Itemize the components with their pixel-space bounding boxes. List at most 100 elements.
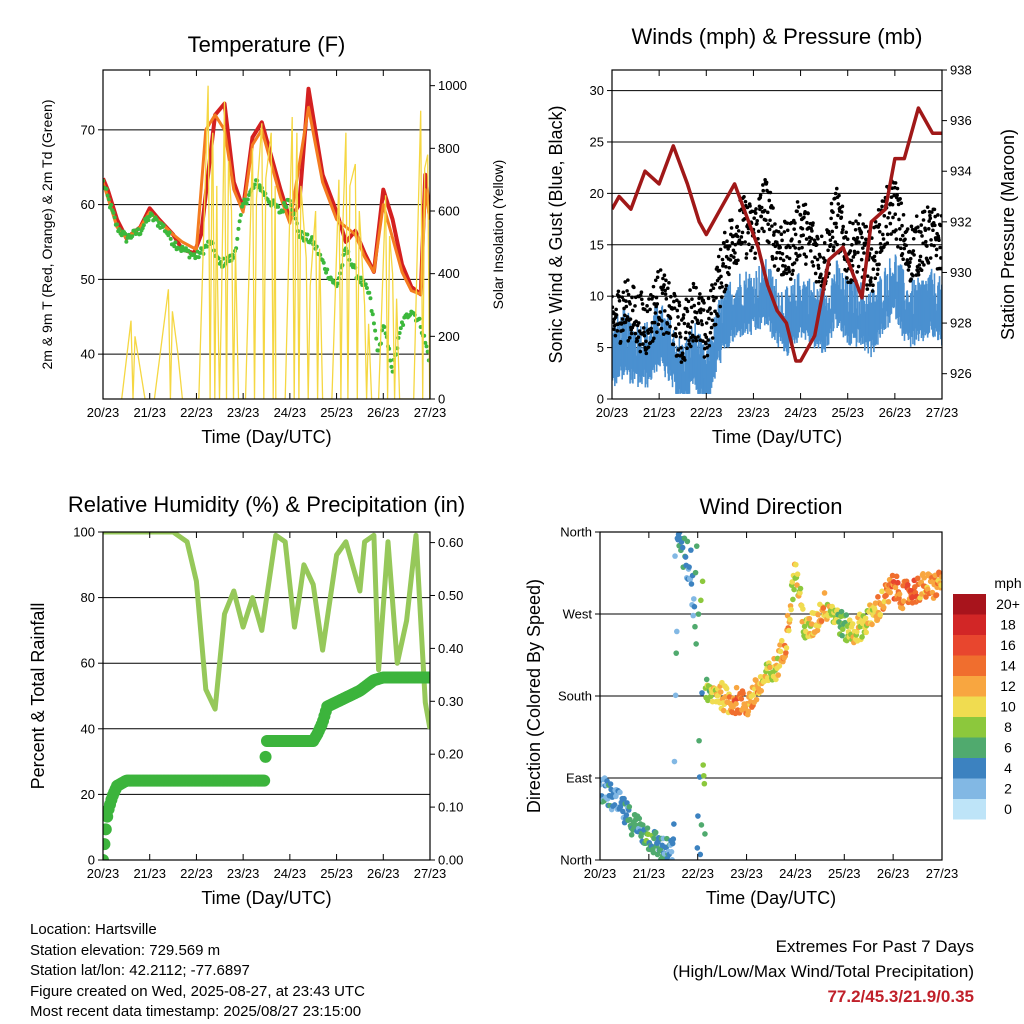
dewpoint-point — [197, 251, 202, 256]
direction-point — [839, 626, 846, 633]
gust-point — [713, 322, 718, 327]
direction-point — [628, 831, 635, 838]
direction-point — [794, 571, 801, 577]
gust-point — [845, 237, 850, 241]
gust-point — [837, 193, 841, 198]
gust-point — [899, 246, 903, 250]
gust-point — [774, 256, 778, 261]
direction-point — [750, 691, 757, 698]
x-tick-label: 24/23 — [779, 866, 812, 881]
gust-point — [780, 238, 784, 243]
y-right-tick-label: 0.20 — [438, 747, 463, 762]
gust-point — [696, 335, 700, 339]
x-tick-label: 20/23 — [584, 866, 617, 881]
dewpoint-point — [124, 239, 129, 244]
y-right-tick-label: 0 — [438, 392, 445, 407]
gust-point — [790, 237, 794, 241]
x-tick-label: 24/23 — [274, 405, 307, 420]
direction-point — [859, 634, 865, 640]
y-tick-label: 50 — [81, 272, 95, 287]
gust-point — [873, 258, 877, 263]
gust-point — [913, 229, 918, 234]
chart-panel-1: 20/23 21/23 22/23 23/23 24/23 25/23 26/23 27/23… — [39, 32, 506, 447]
gust-point — [748, 204, 752, 208]
gust-point — [919, 223, 924, 227]
gust-point — [841, 227, 845, 232]
rainfall-point — [103, 854, 109, 860]
direction-point — [672, 553, 678, 559]
dewpoint-point — [167, 230, 172, 235]
gust-point — [626, 292, 631, 297]
gust-point — [898, 197, 902, 201]
gust-point — [789, 220, 794, 225]
gust-point — [892, 193, 896, 198]
dewpoint-point — [382, 324, 387, 329]
gust-point — [647, 297, 651, 301]
gust-point — [828, 243, 833, 247]
direction-point — [914, 575, 921, 582]
gust-point — [823, 258, 827, 263]
direction-point — [700, 762, 706, 768]
gust-point — [816, 266, 821, 270]
direction-point — [896, 591, 903, 597]
dewpoint-point — [371, 321, 376, 326]
x-axis-label: Time (Day/UTC) — [706, 888, 836, 908]
gust-point — [636, 321, 641, 325]
gust-point — [625, 289, 629, 293]
extremes-box: Extremes For Past 7 Days (High/Low/Max W… — [673, 934, 974, 1009]
gust-point — [649, 326, 654, 331]
gust-point — [709, 311, 713, 316]
gust-point — [857, 240, 861, 245]
gust-point — [702, 301, 706, 305]
gust-point — [826, 229, 831, 234]
gust-point — [911, 236, 916, 241]
gust-point — [735, 224, 740, 229]
gust-point — [900, 233, 905, 238]
gust-point — [905, 227, 910, 231]
y-tick-label: 60 — [81, 656, 95, 671]
direction-point — [775, 672, 782, 678]
gust-point — [765, 210, 770, 215]
gust-point — [709, 288, 713, 293]
direction-point — [900, 598, 907, 604]
gust-point — [662, 283, 666, 287]
gust-point — [705, 353, 710, 358]
dewpoint-point — [280, 209, 285, 214]
gust-point — [886, 215, 890, 220]
gust-point — [901, 257, 905, 261]
direction-point — [938, 582, 942, 589]
direction-point — [789, 579, 796, 585]
gust-point — [814, 243, 819, 247]
direction-point — [880, 604, 887, 611]
gust-point — [920, 234, 924, 238]
gust-point — [826, 248, 830, 253]
direction-point — [673, 650, 680, 656]
dewpoint-point — [305, 232, 310, 237]
gust-point — [694, 338, 699, 343]
gust-point — [916, 272, 921, 277]
gust-point — [655, 275, 660, 280]
gust-point — [641, 326, 646, 330]
direction-point — [692, 623, 698, 630]
gust-point — [788, 277, 793, 281]
gust-point — [921, 218, 926, 222]
y-right-tick-label: 0.10 — [438, 800, 463, 815]
gust-point — [621, 328, 625, 333]
x-tick-label: 21/23 — [643, 405, 676, 420]
y-tick-label: 25 — [590, 134, 604, 149]
dewpoint-point — [187, 255, 192, 260]
direction-point — [923, 594, 929, 600]
gust-point — [880, 232, 885, 237]
gust-point — [829, 201, 834, 206]
dewpoint-point — [245, 197, 250, 202]
gust-point — [706, 338, 710, 342]
direction-point — [720, 707, 727, 714]
gust-point — [707, 316, 711, 321]
gust-point — [653, 311, 658, 315]
gust-point — [755, 218, 759, 223]
gust-point — [808, 249, 813, 253]
gust-point — [668, 316, 673, 321]
x-tick-label: 27/23 — [414, 405, 447, 420]
gust-point — [638, 342, 642, 347]
gust-point — [916, 225, 920, 229]
